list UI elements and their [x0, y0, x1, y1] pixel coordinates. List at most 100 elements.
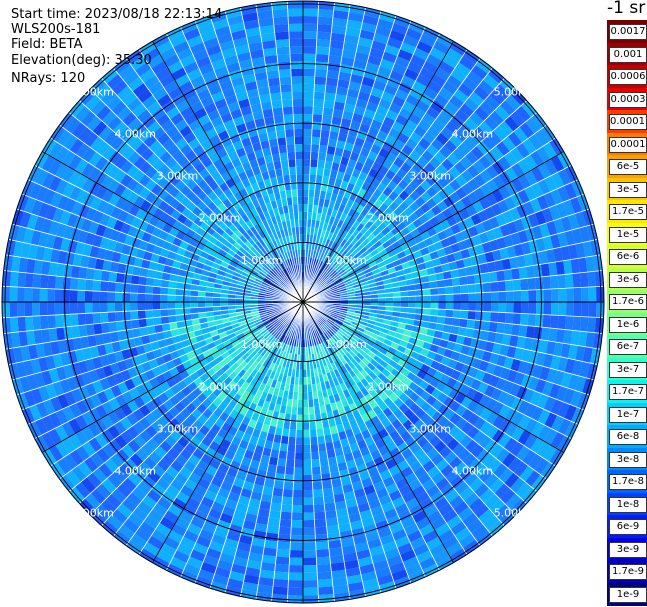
range-gate-cell [400, 516, 416, 529]
range-gate-cell [386, 554, 403, 567]
range-gate-cell [378, 147, 390, 159]
range-gate-cell [482, 311, 491, 322]
range-gate-cell [498, 467, 514, 484]
range-gate-cell [229, 336, 238, 344]
range-gate-cell [545, 248, 556, 264]
range-gate-cell [525, 470, 541, 487]
range-gate-cell [436, 200, 449, 212]
range-gate-cell [334, 447, 344, 457]
range-gate-cell [446, 377, 458, 389]
range-gate-cell [271, 593, 288, 603]
range-gate-cell [20, 345, 31, 362]
range-gate-cell [376, 130, 389, 142]
range-gate-cell [517, 399, 530, 415]
range-gate-cell [131, 355, 142, 367]
range-gate-cell [294, 376, 300, 385]
range-gate-cell [212, 302, 221, 307]
range-gate-cell [145, 191, 157, 204]
range-gate-cell [321, 314, 329, 320]
range-gate-cell [340, 537, 355, 548]
range-gate-cell [267, 261, 275, 269]
range-gate-cell [237, 225, 247, 235]
range-gate-cell [303, 23, 318, 32]
range-gate-cell [246, 442, 257, 453]
range-gate-cell [263, 350, 271, 359]
range-gate-cell [168, 174, 181, 187]
range-gate-cell [85, 207, 97, 222]
range-gate-cell [38, 202, 51, 219]
range-gate-cell [374, 256, 384, 265]
range-gate-cell [236, 249, 245, 258]
range-gate-cell [286, 337, 292, 345]
range-gate-cell [71, 465, 87, 482]
range-gate-cell [312, 250, 317, 259]
range-gate-cell [345, 566, 361, 577]
range-gate-cell [163, 422, 176, 436]
range-gate-cell [95, 185, 108, 200]
range-gate-cell [437, 287, 446, 295]
range-gate-cell [478, 79, 495, 96]
range-gate-cell [317, 443, 327, 452]
range-gate-cell [183, 460, 197, 473]
range-gate-cell [328, 418, 337, 428]
range-gate-cell [549, 275, 559, 290]
range-gate-cell [298, 384, 303, 393]
range-gate-cell [202, 363, 212, 373]
range-ring-label: 1.00km [241, 338, 283, 351]
range-gate-cell [331, 25, 347, 35]
range-gate-cell [425, 53, 443, 68]
range-gate-cell [329, 337, 337, 345]
range-gate-cell [231, 256, 240, 265]
range-gate-cell [96, 483, 112, 499]
range-gate-cell [248, 337, 257, 345]
range-gate-cell [361, 516, 376, 528]
range-gate-cell [89, 393, 102, 408]
range-gate-cell [524, 418, 538, 434]
range-gate-cell [339, 326, 348, 333]
range-gate-cell [115, 140, 130, 156]
range-gate-cell [270, 346, 277, 355]
range-gate-cell [217, 391, 228, 402]
range-gate-cell [144, 412, 157, 426]
range-gate-cell [129, 302, 138, 312]
range-gate-cell [573, 287, 582, 302]
range-gate-cell [206, 341, 216, 350]
range-gate-cell [501, 258, 512, 271]
range-gate-cell [251, 537, 266, 548]
range-gate-cell [303, 136, 312, 145]
range-gate-cell [258, 430, 268, 441]
range-gate-cell [205, 354, 215, 364]
range-gate-cell [336, 423, 345, 433]
range-gate-cell [88, 437, 103, 453]
range-gate-cell [155, 263, 165, 273]
range-gate-cell [77, 313, 86, 326]
range-gate-cell [265, 342, 273, 351]
range-gate-cell [416, 155, 429, 168]
range-gate-cell [537, 162, 552, 180]
range-gate-cell [72, 253, 83, 267]
range-gate-cell [286, 320, 292, 329]
range-gate-cell [133, 396, 146, 409]
range-gate-cell [265, 262, 273, 271]
range-gate-cell [339, 382, 348, 392]
range-gate-cell [77, 461, 93, 478]
range-gate-cell [436, 316, 446, 325]
range-gate-cell [296, 414, 303, 423]
range-gate-cell [237, 317, 246, 323]
range-gate-cell [351, 144, 363, 155]
range-gate-cell [363, 484, 376, 496]
range-gate-cell [379, 123, 392, 135]
range-gate-cell [206, 281, 215, 288]
range-gate-cell [235, 502, 249, 513]
range-gate-cell [30, 229, 42, 246]
range-gate-cell [441, 263, 451, 273]
range-gate-cell [435, 132, 450, 146]
range-gate-cell [269, 283, 277, 289]
range-gate-cell [224, 325, 233, 332]
range-gate-cell [277, 137, 287, 146]
range-gate-cell [227, 442, 239, 454]
range-gate-cell [303, 369, 307, 378]
range-gate-cell [314, 311, 321, 318]
range-gate-cell [227, 332, 236, 340]
range-gate-cell [550, 399, 563, 416]
